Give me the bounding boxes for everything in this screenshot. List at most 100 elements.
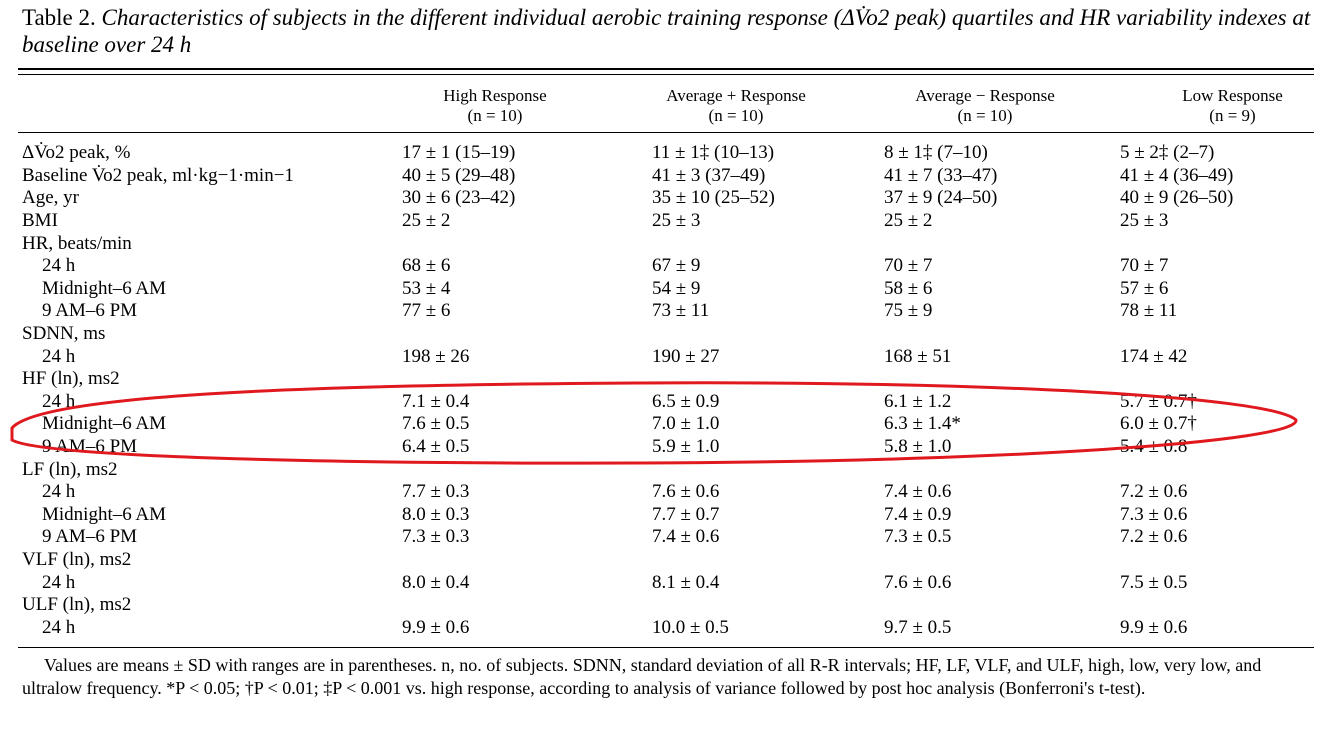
table-row: 24 h 7.7 ± 0.3 7.6 ± 0.6 7.4 ± 0.6 7.2 ± 0.6 [22, 481, 1312, 504]
table-cell: 5.8 ± 1.0 [884, 436, 952, 458]
table-cell: 5.7 ± 0.7† [1120, 390, 1197, 412]
top-rule-thin [18, 74, 1314, 75]
table-cell: 6.1 ± 1.2 [884, 390, 952, 412]
table-row: 24 h 7.1 ± 0.4 6.5 ± 0.9 6.1 ± 1.2 5.7 ± 0.7… [22, 391, 1312, 414]
table-cell: 7.4 ± 0.9 [884, 503, 952, 525]
table-cell: 7.7 ± 0.3 [402, 481, 470, 503]
table-cell: 7.3 ± 0.3 [402, 526, 470, 548]
table-cell: 7.6 ± 0.6 [652, 481, 720, 503]
row-label: ΔV̇o2 peak, % [22, 142, 131, 164]
table-cell [1120, 323, 1312, 346]
header-rule [18, 132, 1314, 133]
table-cell [402, 232, 652, 255]
table-cell: 5.4 ± 0.8 [1120, 436, 1188, 458]
table-cell: 41 ± 3 (37–49) [652, 164, 766, 186]
bottom-rule [18, 647, 1314, 648]
table-cell: 7.6 ± 0.6 [884, 571, 952, 593]
table-cell: 17 ± 1 (15–19) [402, 142, 516, 164]
table-label: Table 2. [22, 5, 96, 30]
table-cell: 25 ± 2 [402, 210, 451, 232]
table-cell: 53 ± 4 [402, 277, 451, 299]
table-cell: 57 ± 6 [1120, 277, 1169, 299]
row-label: 9 AM–6 PM [42, 300, 138, 322]
table-cell: 7.1 ± 0.4 [402, 390, 470, 412]
table-cell: 168 ± 51 [884, 345, 952, 367]
table-cell: 67 ± 9 [652, 255, 701, 277]
table-cell: 190 ± 27 [652, 345, 720, 367]
table-cell: 9.7 ± 0.5 [884, 616, 952, 638]
table-cell: 9.9 ± 0.6 [1120, 616, 1188, 638]
table-cell: 5 ± 2‡ (2–7) [1120, 142, 1215, 164]
table-row: BMI 25 ± 2 25 ± 3 25 ± 2 25 ± 3 [22, 210, 1312, 233]
table-cell [884, 549, 1120, 572]
table-row: Baseline V̇o2 peak, ml·kg−1·min−1 40 ± 5 … [22, 165, 1312, 188]
row-label: 24 h [42, 616, 76, 638]
table-cell [1120, 232, 1312, 255]
table-row: VLF (ln), ms2 [22, 549, 1312, 572]
table-cell [884, 232, 1120, 255]
table-cell: 37 ± 9 (24–50) [884, 187, 998, 209]
table-row: ΔV̇o2 peak, % 17 ± 1 (15–19) 11 ± 1‡ (10–1… [22, 142, 1312, 165]
table-cell: 40 ± 5 (29–48) [402, 164, 516, 186]
table-cell [652, 594, 884, 617]
table-cell: 7.0 ± 1.0 [652, 413, 720, 435]
table-row: HR, beats/min [22, 232, 1312, 255]
table-cell [1120, 368, 1312, 391]
row-label: BMI [22, 210, 58, 232]
table-cell [402, 594, 652, 617]
table-cell: 70 ± 7 [884, 255, 933, 277]
table-cell: 8.0 ± 0.4 [402, 571, 470, 593]
table-cell: 7.4 ± 0.6 [652, 526, 720, 548]
table-cell: 70 ± 7 [1120, 255, 1169, 277]
table-title: Characteristics of subjects in the diffe… [22, 5, 1311, 57]
table-cell: 7.4 ± 0.6 [884, 481, 952, 503]
row-label: 9 AM–6 PM [42, 526, 138, 548]
table-cell: 7.2 ± 0.6 [1120, 526, 1188, 548]
table-row: 9 AM–6 PM 6.4 ± 0.5 5.9 ± 1.0 5.8 ± 1.0 5.4 … [22, 436, 1312, 459]
table-cell: 11 ± 1‡ (10–13) [652, 142, 775, 164]
row-label: 24 h [42, 571, 76, 593]
table-cell [652, 368, 884, 391]
table-cell [402, 368, 652, 391]
table-cell [652, 323, 884, 346]
table-cell [1120, 594, 1312, 617]
row-label: 24 h [42, 255, 76, 277]
table-cell [1120, 458, 1312, 481]
table-caption: Table 2. Characteristics of subjects in … [22, 4, 1322, 58]
row-label: Midnight–6 AM [42, 413, 167, 435]
column-header-average-plus: Average + Response (n = 10) [666, 86, 806, 125]
table-cell [652, 549, 884, 572]
table-cell: 35 ± 10 (25–52) [652, 187, 775, 209]
table-cell [652, 458, 884, 481]
table-cell [1120, 549, 1312, 572]
table-cell: 68 ± 6 [402, 255, 451, 277]
table-cell [402, 549, 652, 572]
table-cell: 8.1 ± 0.4 [652, 571, 720, 593]
table-row: 9 AM–6 PM 7.3 ± 0.3 7.4 ± 0.6 7.3 ± 0.5 7.2 … [22, 526, 1312, 549]
column-header-low: Low Response (n = 9) [1182, 86, 1283, 125]
row-label: 24 h [42, 345, 76, 367]
table-cell: 40 ± 9 (26–50) [1120, 187, 1234, 209]
row-label: SDNN, ms [22, 323, 106, 345]
row-label: Midnight–6 AM [42, 503, 167, 525]
table-cell: 30 ± 6 (23–42) [402, 187, 516, 209]
table-cell: 58 ± 6 [884, 277, 933, 299]
table-cell: 25 ± 3 [1120, 210, 1169, 232]
table-cell [652, 232, 884, 255]
row-label: 24 h [42, 390, 76, 412]
table-cell: 41 ± 7 (33–47) [884, 164, 998, 186]
row-label: HF (ln), ms2 [22, 368, 120, 390]
row-label: HR, beats/min [22, 232, 132, 254]
table-row: LF (ln), ms2 [22, 458, 1312, 481]
table-cell: 9.9 ± 0.6 [402, 616, 470, 638]
table-row: ULF (ln), ms2 [22, 594, 1312, 617]
table-row: SDNN, ms [22, 323, 1312, 346]
data-table: ΔV̇o2 peak, % 17 ± 1 (15–19) 11 ± 1‡ (10–1… [22, 142, 1312, 639]
row-label: ULF (ln), ms2 [22, 594, 132, 616]
table-cell [402, 458, 652, 481]
table-cell: 10.0 ± 0.5 [652, 616, 729, 638]
top-rule [18, 68, 1314, 70]
table-row: 9 AM–6 PM 77 ± 6 73 ± 11 75 ± 9 78 ± 11 [22, 300, 1312, 323]
table-cell: 25 ± 2 [884, 210, 933, 232]
table-cell: 41 ± 4 (36–49) [1120, 164, 1234, 186]
